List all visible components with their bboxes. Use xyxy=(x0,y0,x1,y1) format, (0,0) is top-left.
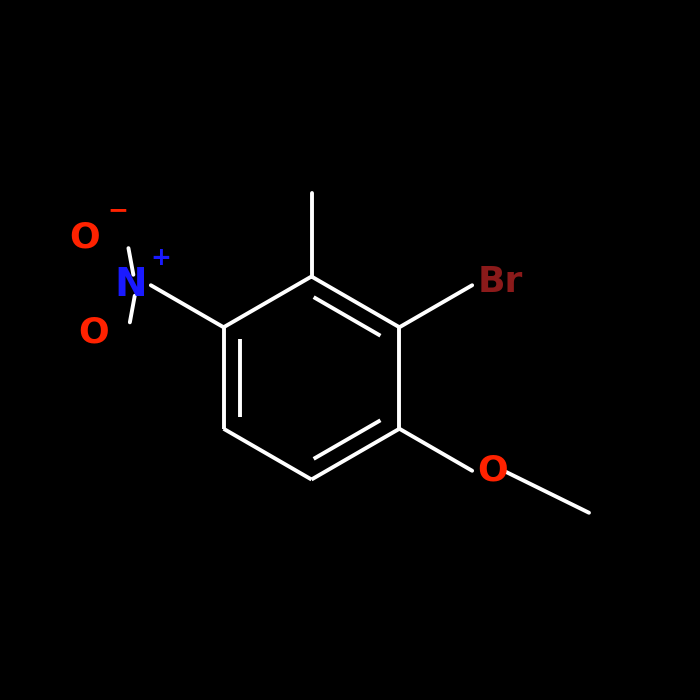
Text: +: + xyxy=(151,246,172,270)
Text: −: − xyxy=(108,198,129,223)
Text: O: O xyxy=(477,454,508,488)
Text: O: O xyxy=(78,316,109,350)
Text: Br: Br xyxy=(477,265,523,299)
Text: O: O xyxy=(70,220,101,255)
Text: N: N xyxy=(115,266,148,304)
